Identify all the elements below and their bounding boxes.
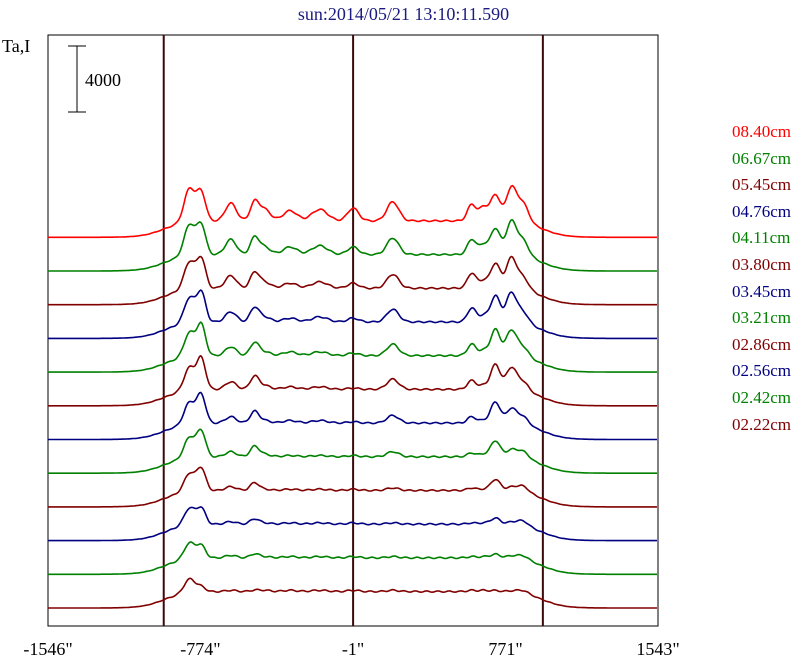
chart-title: sun:2014/05/21 13:10:11.590 <box>297 4 510 24</box>
legend-item: 03.21cm <box>732 308 792 328</box>
scale-bar-label: 4000 <box>85 70 121 90</box>
series-line <box>48 354 657 407</box>
legend-item: 02.86cm <box>732 334 792 354</box>
series-line <box>48 466 657 508</box>
series-line <box>48 255 657 306</box>
series-line <box>48 577 657 609</box>
legend-item: 02.56cm <box>732 361 792 381</box>
x-tick-label: -774" <box>180 639 220 659</box>
series-line <box>48 289 657 340</box>
series-line <box>48 391 657 441</box>
legend-item: 03.80cm <box>732 254 792 274</box>
legend-item: 06.67cm <box>732 148 792 168</box>
legend: 08.40cm 06.67cm 05.45cm 04.76cm 04.11cm 03.80… <box>732 120 791 439</box>
x-tick-label: -1" <box>342 639 364 659</box>
x-tick-label: 1543" <box>636 639 679 659</box>
legend-item: 05.45cm <box>732 175 792 195</box>
legend-item: 02.22cm <box>732 414 792 434</box>
legend-item: 08.40cm <box>732 122 792 141</box>
series-line <box>48 321 657 373</box>
y-axis-label: Ta,I <box>2 36 30 56</box>
series-line <box>48 541 657 576</box>
series-line <box>48 184 657 239</box>
series-line <box>48 506 657 542</box>
legend-item: 04.11cm <box>732 228 791 248</box>
legend-item: 02.42cm <box>732 387 792 407</box>
legend-item: 04.76cm <box>732 201 792 221</box>
x-tick-label: 771" <box>488 639 522 659</box>
legend-item: 03.45cm <box>732 281 792 301</box>
x-tick-label: -1546" <box>23 639 72 659</box>
series-line <box>48 219 657 272</box>
series-line <box>48 428 657 475</box>
